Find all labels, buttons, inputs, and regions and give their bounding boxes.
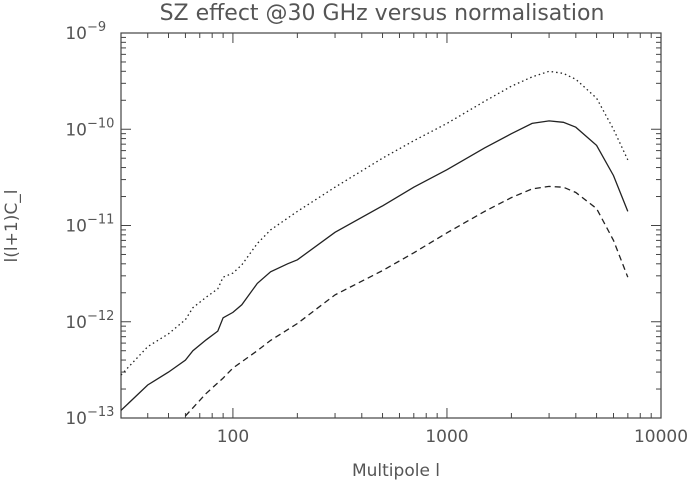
y-tick-base: 10 (65, 409, 87, 429)
series-line-solid (120, 120, 629, 411)
series-line-dashed (184, 185, 629, 417)
y-tick-base: 10 (65, 217, 87, 237)
x-axis: 100 1000 10000 (120, 33, 688, 447)
y-tick-exponent: −12 (87, 309, 114, 324)
y-tick-label: 10 (65, 24, 87, 44)
x-tick-label: 100 (217, 427, 249, 447)
x-tick-label: 1000 (425, 427, 468, 447)
y-tick-label: 10 (65, 409, 87, 429)
y-axis-label: l(l+1)C_l (2, 190, 22, 263)
y-tick-label: 10 (65, 313, 87, 333)
y-tick-base: 10 (65, 313, 87, 333)
y-tick-base: 10 (65, 120, 87, 140)
chart-title: SZ effect @30 GHz versus normalisation (160, 1, 605, 26)
y-tick-label: 10 (65, 217, 87, 237)
x-axis-label: Multipole l (352, 461, 440, 481)
plot-border (120, 32, 662, 419)
y-tick-base: 10 (65, 24, 87, 44)
y-tick-exponent: −13 (87, 405, 114, 420)
y-tick-exponent: −9 (87, 20, 106, 35)
y-tick-exponent: −11 (87, 213, 114, 228)
series-line-dotted (120, 70, 629, 376)
plot-frame (120, 32, 662, 419)
y-tick-label: 10 (65, 120, 87, 140)
y-tick-exponent: −10 (87, 116, 114, 131)
data-series (120, 70, 629, 417)
x-tick-label: 10000 (634, 427, 688, 447)
